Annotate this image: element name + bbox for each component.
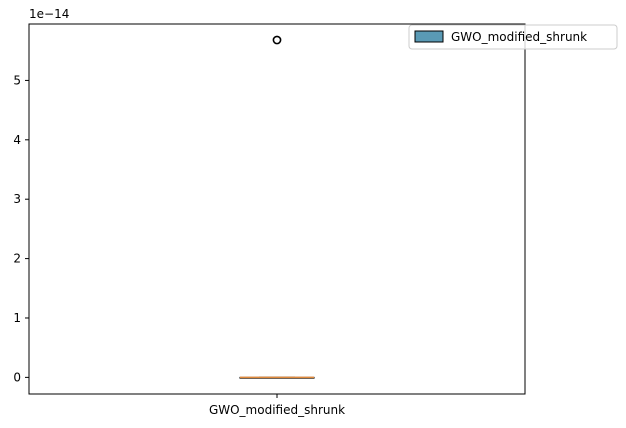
y-tick-label: 5 [13, 73, 21, 87]
legend-swatch [414, 30, 444, 43]
y-tick-label: 1 [13, 311, 21, 325]
plot-frame [28, 23, 526, 395]
outlier-point [272, 35, 282, 45]
y-tick-label: 4 [13, 133, 21, 147]
plot-area [29, 24, 525, 394]
x-axis-ticks: GWO_modified_shrunk [209, 394, 345, 417]
legend-frame [408, 24, 618, 50]
y-offset-label: 1e−14 [29, 7, 69, 21]
box-GWO_modified_shrunk [239, 35, 315, 379]
y-tick-label: 2 [13, 252, 21, 266]
y-axis-ticks: 0 1 2 3 4 5 [13, 73, 29, 384]
boxes [239, 35, 315, 379]
y-tick-label: 3 [13, 192, 21, 206]
y-tick-label: 0 [13, 370, 21, 384]
x-tick-label: GWO_modified_shrunk [209, 403, 345, 417]
legend-label: GWO_modified_shrunk [451, 30, 587, 44]
legend: GWO_modified_shrunk [408, 24, 618, 50]
